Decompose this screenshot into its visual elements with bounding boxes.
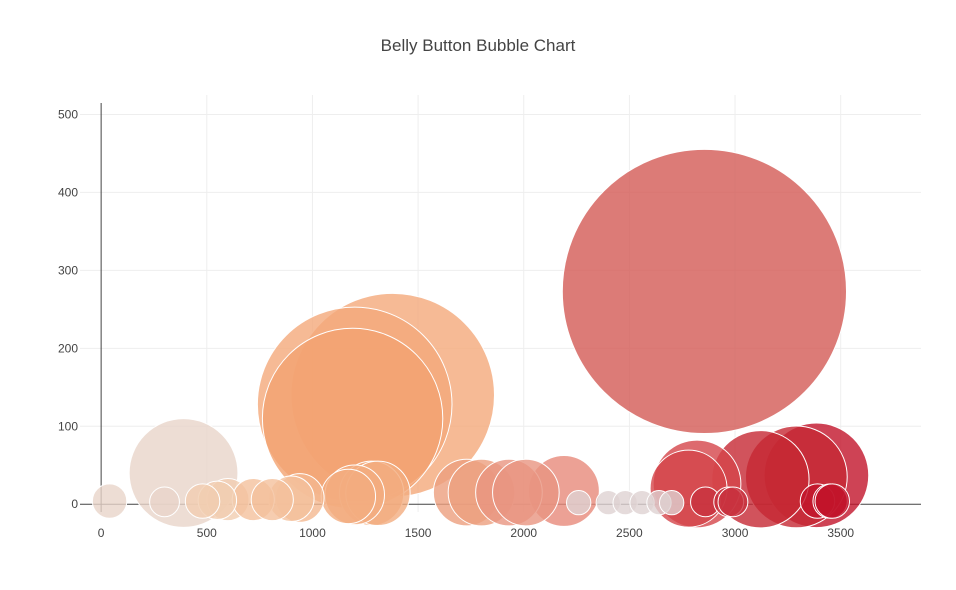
bubble-point bbox=[184, 483, 221, 519]
y-tick-label: 500 bbox=[58, 107, 78, 121]
bubble-point bbox=[149, 486, 180, 518]
bubble-point bbox=[717, 486, 749, 518]
chart-title: Belly Button Bubble Chart bbox=[380, 36, 576, 55]
bubble-point bbox=[658, 489, 685, 516]
bubble-point bbox=[649, 449, 728, 528]
bubbles bbox=[91, 148, 870, 529]
y-tick-label: 0 bbox=[71, 497, 78, 511]
bubble-point bbox=[814, 483, 850, 519]
x-tick-label: 0 bbox=[98, 526, 105, 540]
bubble-point bbox=[250, 477, 294, 522]
bubble-point bbox=[566, 489, 592, 516]
bubble-point bbox=[561, 148, 848, 435]
y-tick-label: 100 bbox=[58, 419, 78, 433]
y-tick-label: 400 bbox=[58, 185, 78, 199]
x-tick-label: 3000 bbox=[722, 526, 749, 540]
x-tick-label: 1000 bbox=[299, 526, 326, 540]
x-tick-label: 1500 bbox=[405, 526, 432, 540]
x-tick-label: 500 bbox=[197, 526, 217, 540]
bubble-point bbox=[91, 483, 128, 519]
bubble-point bbox=[320, 468, 377, 525]
x-tick-label: 2500 bbox=[616, 526, 643, 540]
x-tick-label: 3500 bbox=[827, 526, 854, 540]
x-tick-label: 2000 bbox=[510, 526, 537, 540]
y-tick-label: 200 bbox=[58, 341, 78, 355]
axes: 0 500 1000 1500 2000 2500 3000 3500 0 100 200 300 40… bbox=[58, 103, 921, 540]
bubble-point bbox=[492, 458, 560, 527]
y-tick-label: 300 bbox=[58, 263, 78, 277]
